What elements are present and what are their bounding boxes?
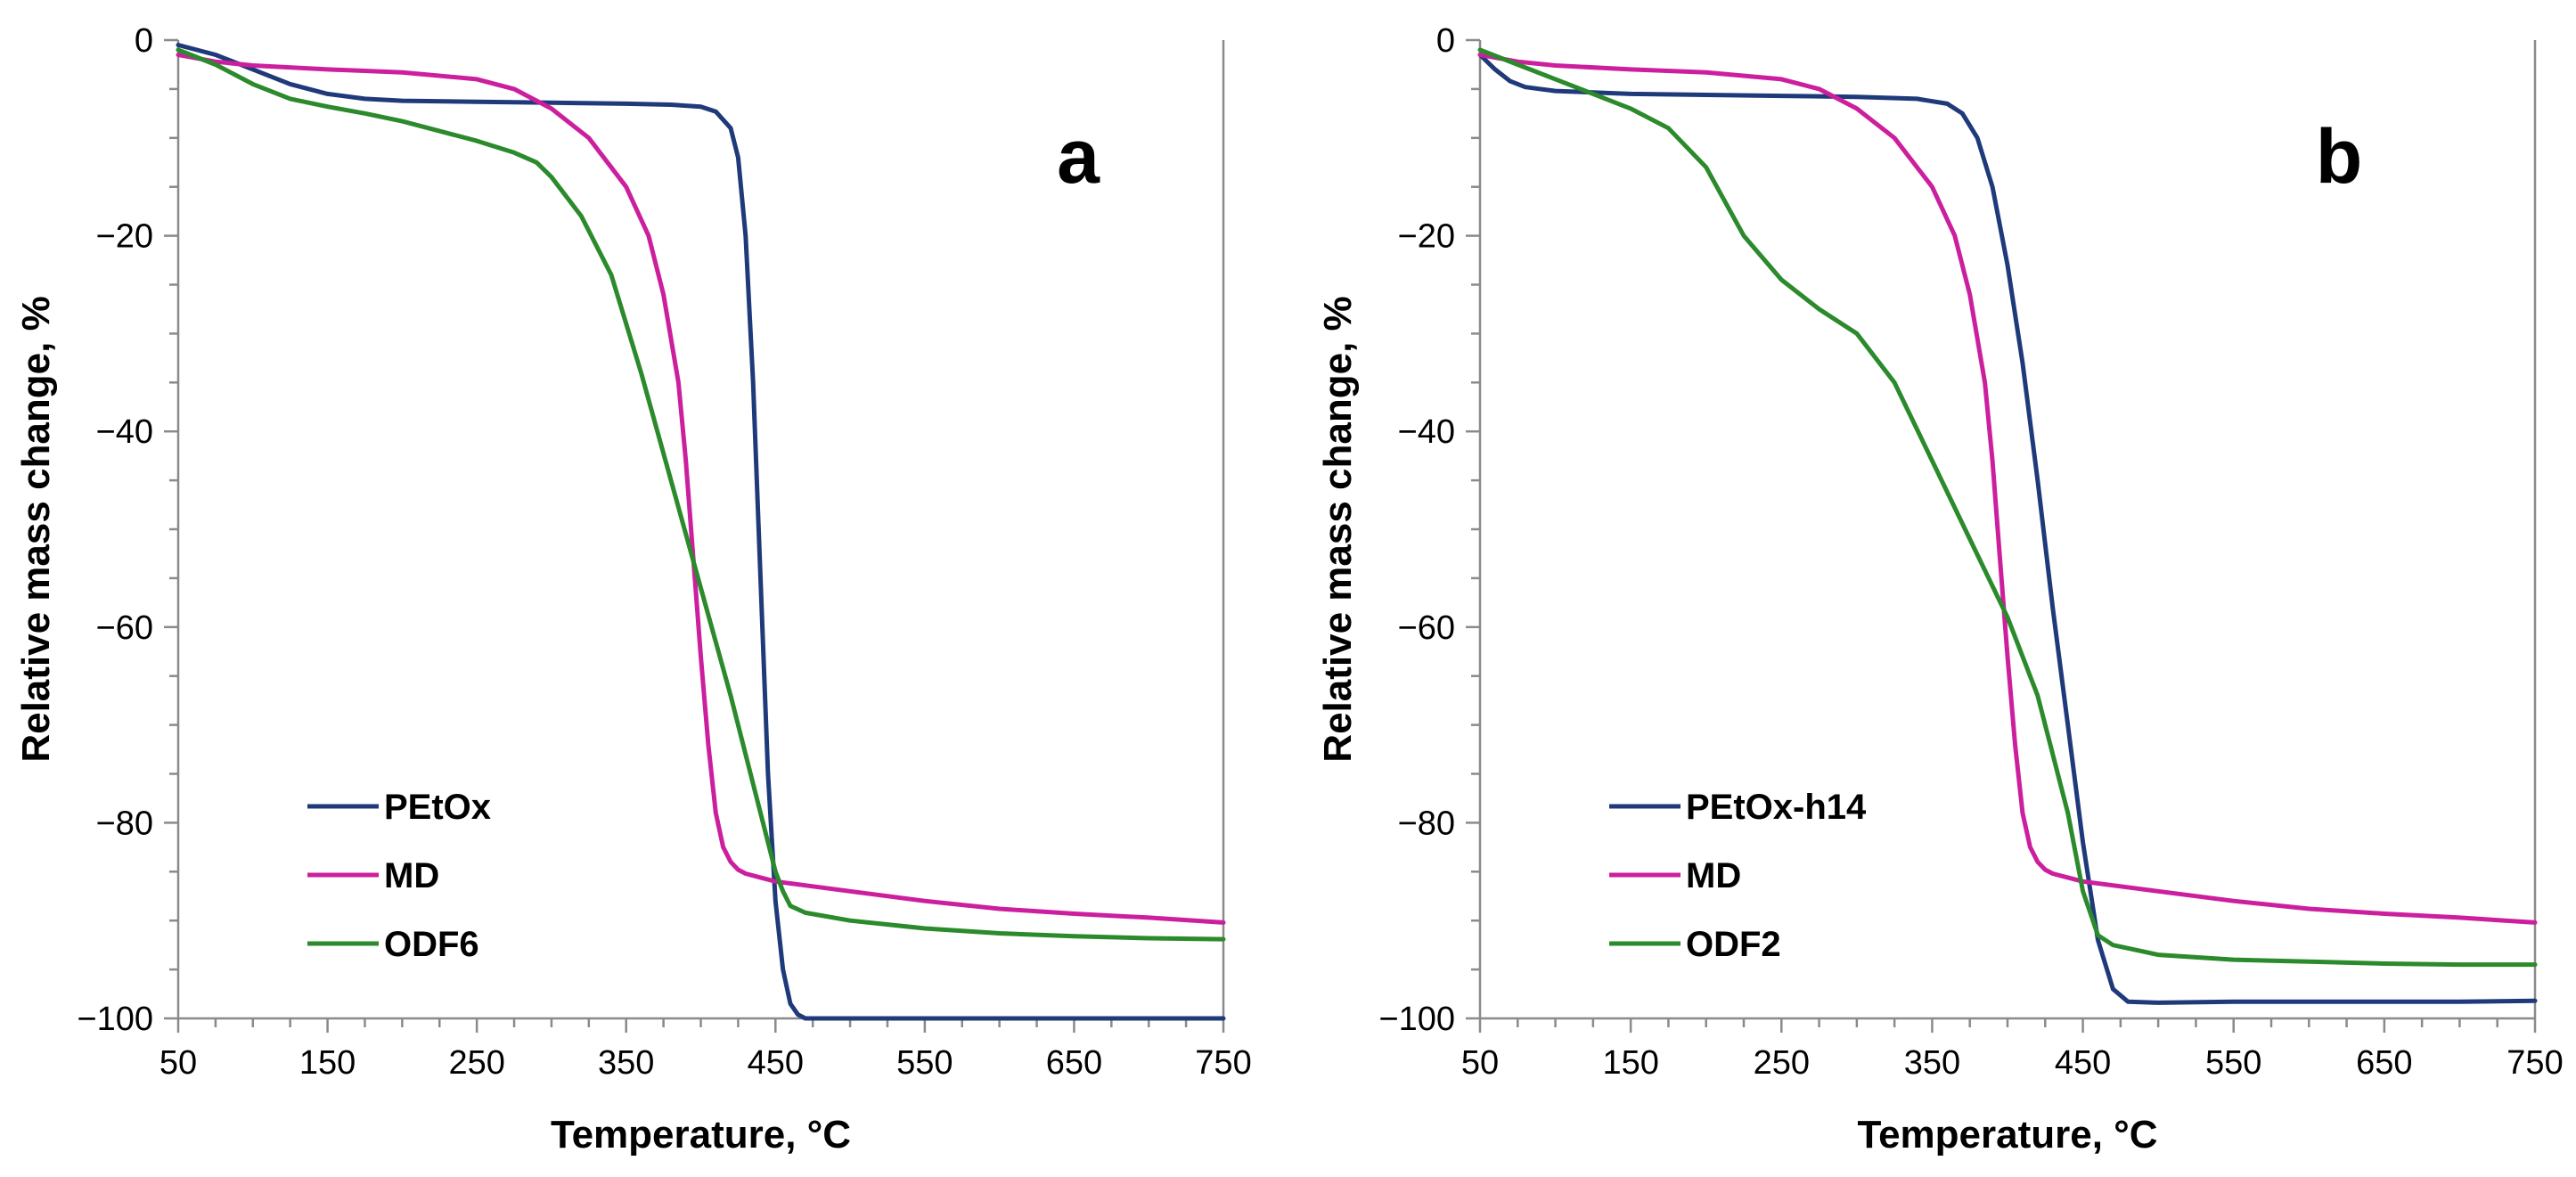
series-line-odf6 bbox=[176, 47, 1226, 942]
y-tick-label: −60 bbox=[1398, 609, 1455, 647]
y-tick-label: −100 bbox=[1378, 1001, 1455, 1038]
panel-label: b bbox=[2316, 114, 2363, 200]
legend-label: ODF6 bbox=[384, 925, 479, 964]
legend-label: MD bbox=[384, 856, 439, 895]
y-tick-label: −80 bbox=[1398, 805, 1455, 842]
panel-label: a bbox=[1057, 114, 1100, 200]
y-axis-title: Relative mass change, % bbox=[1316, 296, 1360, 762]
y-tick-label: −80 bbox=[96, 805, 153, 842]
series-line-md bbox=[176, 53, 1226, 925]
series-line-petox-h14 bbox=[1477, 53, 2538, 1005]
x-tick-label: 750 bbox=[1195, 1044, 1251, 1082]
series-line-petox bbox=[176, 43, 1226, 1021]
legend-label: PEtOx-h14 bbox=[1686, 788, 1867, 827]
x-tick-label: 550 bbox=[896, 1044, 953, 1082]
x-tick-label: 650 bbox=[1046, 1044, 1102, 1082]
legend-label: PEtOx bbox=[384, 788, 491, 827]
x-axis-title: Temperature, °C bbox=[551, 1113, 851, 1157]
legend-label: MD bbox=[1686, 856, 1741, 895]
x-tick-label: 550 bbox=[2205, 1044, 2261, 1082]
x-tick-label: 150 bbox=[1602, 1044, 1658, 1082]
x-tick-label: 750 bbox=[2506, 1044, 2563, 1082]
x-tick-label: 250 bbox=[448, 1044, 504, 1082]
y-tick-label: −40 bbox=[1398, 413, 1455, 451]
series-line-odf2 bbox=[1477, 47, 2538, 968]
x-tick-label: 50 bbox=[159, 1044, 197, 1082]
x-tick-label: 50 bbox=[1461, 1044, 1499, 1082]
y-tick-label: −20 bbox=[1398, 218, 1455, 256]
x-tick-label: 350 bbox=[1904, 1044, 1960, 1082]
y-tick-label: −20 bbox=[96, 218, 153, 256]
y-axis-title: Relative mass change, % bbox=[14, 296, 58, 762]
x-tick-label: 650 bbox=[2356, 1044, 2412, 1082]
x-axis-title: Temperature, °C bbox=[1857, 1113, 2157, 1157]
x-tick-label: 450 bbox=[2055, 1044, 2111, 1082]
series-line-md bbox=[1477, 53, 2538, 925]
y-tick-label: −100 bbox=[77, 1001, 153, 1038]
y-tick-label: 0 bbox=[1436, 22, 1455, 60]
y-tick-label: −60 bbox=[96, 609, 153, 647]
x-tick-label: 450 bbox=[748, 1044, 804, 1082]
x-tick-label: 150 bbox=[299, 1044, 356, 1082]
legend-label: ODF2 bbox=[1686, 925, 1781, 964]
y-tick-label: 0 bbox=[135, 22, 153, 60]
x-tick-label: 350 bbox=[598, 1044, 654, 1082]
x-tick-label: 250 bbox=[1754, 1044, 1810, 1082]
y-tick-label: −40 bbox=[96, 413, 153, 451]
